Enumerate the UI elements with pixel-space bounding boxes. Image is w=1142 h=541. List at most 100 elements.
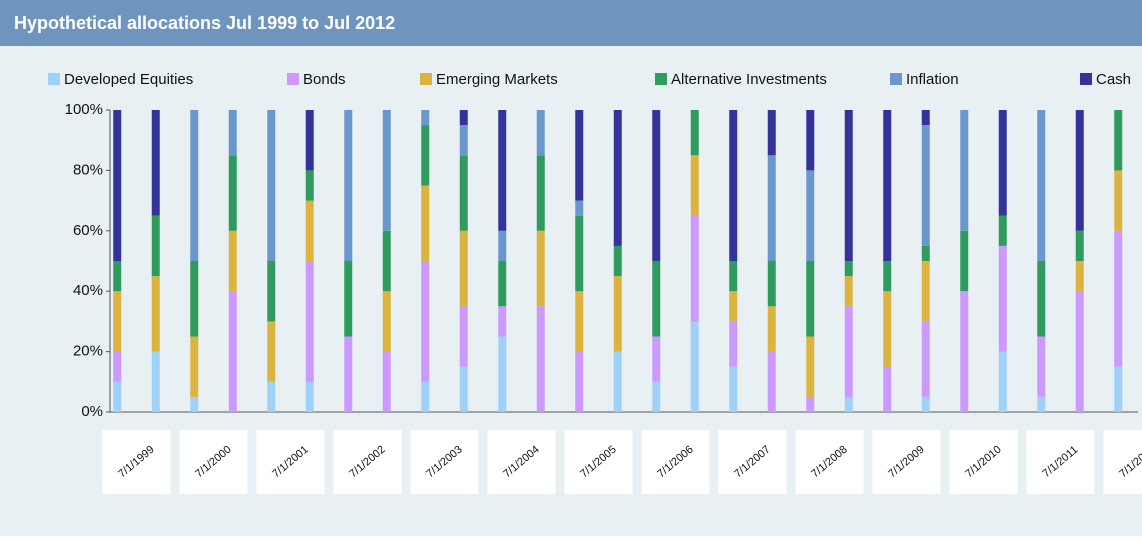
bar-segment	[922, 246, 930, 261]
bar-segment	[383, 352, 391, 412]
bar-segment	[498, 306, 506, 336]
bar-segment	[421, 110, 429, 125]
legend-label: Inflation	[906, 71, 959, 88]
bar-segment	[652, 261, 660, 337]
bar-segment	[460, 306, 468, 366]
bar-segment	[729, 291, 737, 321]
bar-segment	[113, 261, 121, 291]
legend-label: Cash	[1096, 71, 1131, 88]
bar-segment	[1076, 291, 1084, 412]
bar-segment	[421, 186, 429, 262]
legend-label: Emerging Markets	[436, 71, 558, 88]
y-tick-label: 20%	[73, 343, 103, 360]
bar-segment	[922, 321, 930, 397]
bar-segment	[652, 382, 660, 412]
bar-segment	[652, 110, 660, 261]
y-tick-label: 80%	[73, 161, 103, 178]
bar-segment	[729, 110, 737, 261]
bar-segment	[229, 231, 237, 291]
legend-swatch	[420, 73, 432, 85]
bar-segment	[537, 306, 545, 412]
bar-segment	[113, 382, 121, 412]
bar-segment	[267, 321, 275, 381]
y-tick-label: 0%	[81, 403, 103, 420]
bar-segment	[498, 261, 506, 306]
bar-segment	[498, 337, 506, 413]
bar-segment	[652, 337, 660, 382]
bar-segment	[152, 276, 160, 352]
bar-segment	[729, 321, 737, 366]
bar-segment	[575, 216, 583, 292]
bar-segment	[190, 261, 198, 337]
legend-label: Bonds	[303, 71, 346, 88]
bar-segment	[806, 261, 814, 337]
bar-segment	[845, 261, 853, 276]
bar-segment	[306, 261, 314, 382]
legend-label: Alternative Investments	[671, 71, 827, 88]
bar-segment	[344, 110, 352, 261]
bar-segment	[344, 261, 352, 337]
bar-segment	[691, 321, 699, 412]
bar-segment	[421, 261, 429, 382]
bar-segment	[575, 291, 583, 351]
bar-segment	[537, 231, 545, 306]
bar-segment	[960, 231, 968, 291]
bar-segment	[190, 337, 198, 397]
bar-segment	[575, 352, 583, 412]
legend-label: Developed Equities	[64, 71, 193, 88]
bar-segment	[1037, 397, 1045, 412]
bar-segment	[460, 125, 468, 155]
bar-segment	[306, 382, 314, 412]
bar-segment	[614, 246, 622, 276]
bar-segment	[768, 110, 776, 155]
bar-segment	[845, 306, 853, 397]
legend-swatch	[287, 73, 299, 85]
bar-segment	[729, 261, 737, 291]
bar-segment	[267, 382, 275, 412]
bar-segment	[1076, 261, 1084, 291]
bar-segment	[999, 246, 1007, 352]
bar-segment	[691, 110, 699, 155]
bar-segment	[537, 110, 545, 155]
bar-segment	[922, 397, 930, 412]
bar-segment	[1037, 261, 1045, 337]
bar-segment	[806, 110, 814, 170]
bar-segment	[229, 291, 237, 412]
bar-segment	[883, 291, 891, 367]
bar-segment	[498, 110, 506, 231]
bar-segment	[845, 110, 853, 261]
bar-segment	[614, 276, 622, 352]
bar-segment	[614, 352, 622, 412]
bar-segment	[575, 201, 583, 216]
legend-swatch	[1080, 73, 1092, 85]
bar-segment	[960, 110, 968, 231]
bar-segment	[922, 110, 930, 125]
legend-swatch	[890, 73, 902, 85]
bar-segment	[768, 306, 776, 351]
bar-segment	[113, 352, 121, 382]
bar-segment	[691, 155, 699, 215]
bar-segment	[1114, 231, 1122, 367]
bar-segment	[306, 170, 314, 200]
bar-segment	[806, 170, 814, 261]
bar-segment	[383, 291, 391, 351]
bar-segment	[1037, 110, 1045, 261]
bar-segment	[460, 231, 468, 306]
bar-segment	[344, 337, 352, 413]
bar-segment	[1076, 110, 1084, 231]
bar-segment	[999, 110, 1007, 216]
bar-segment	[383, 231, 391, 291]
bar-segment	[960, 291, 968, 412]
bar-segment	[999, 216, 1007, 246]
bar-segment	[190, 397, 198, 412]
legend-swatch	[48, 73, 60, 85]
bar-segment	[229, 155, 237, 231]
bar-segment	[421, 382, 429, 412]
bar-segment	[1076, 231, 1084, 261]
bar-segment	[922, 125, 930, 246]
legend-swatch	[655, 73, 667, 85]
bar-segment	[1114, 170, 1122, 230]
bar-segment	[421, 125, 429, 185]
bar-segment	[883, 110, 891, 261]
